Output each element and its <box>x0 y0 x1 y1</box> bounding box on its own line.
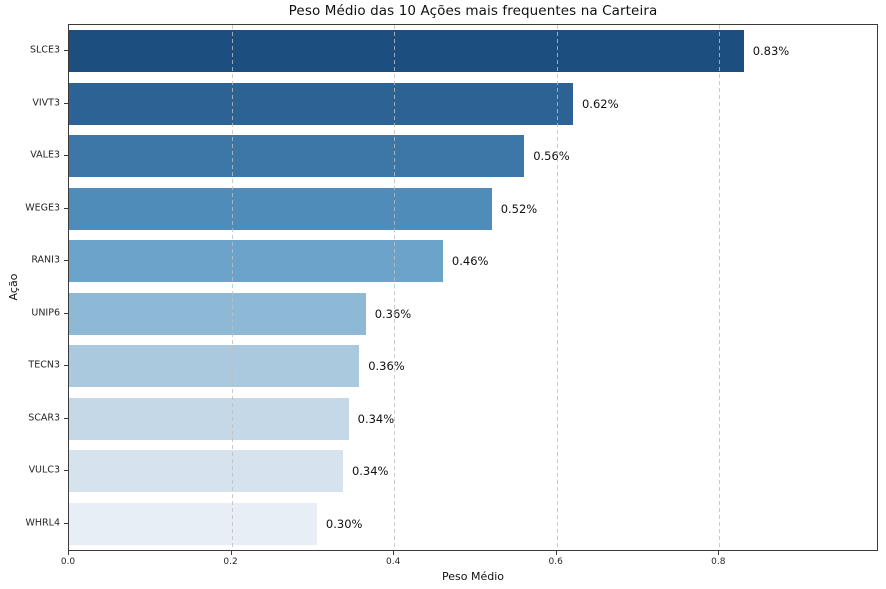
y-tick-mark-VALE3 <box>64 155 68 157</box>
bar-value-label-VULC3: 0.34% <box>351 464 389 479</box>
x-tick-label-0.8: 0.8 <box>711 557 726 567</box>
y-tick-label-WHRL4: WHRL4 <box>25 517 60 529</box>
x-axis-title: Peso Médio <box>442 570 504 583</box>
bar-RANI3 <box>69 240 443 283</box>
x-tick-mark-0.0 <box>68 551 69 555</box>
bar-WHRL4 <box>69 502 317 545</box>
x-tick-mark-0.6 <box>555 551 557 555</box>
gridline-x-0.2 <box>231 25 233 550</box>
y-tick-mark-SCAR3 <box>64 417 68 419</box>
bar-value-label-SCAR3: 0.34% <box>357 411 395 426</box>
plot-area: 0.83% 0.62% 0.56% 0.52% 0.46% 0.36% 0.36% 0.34%… <box>68 24 878 551</box>
bar-value-label-WHRL4: 0.30% <box>325 516 363 531</box>
bar-value-label-RANI3: 0.46% <box>451 254 489 269</box>
y-tick-mark-VIVT3 <box>64 102 68 104</box>
bar-value-label-SLCE3: 0.83% <box>752 44 790 59</box>
y-tick-label-RANI3: RANI3 <box>31 254 60 266</box>
y-tick-label-SCAR3: SCAR3 <box>28 412 60 424</box>
gridline-x-0.4 <box>394 25 396 550</box>
bar-SCAR3 <box>69 397 349 440</box>
y-tick-label-SLCE3: SLCE3 <box>29 44 60 56</box>
chart-title: Peso Médio das 10 Ações mais frequentes … <box>288 3 658 19</box>
bar-UNIP6 <box>69 292 366 335</box>
x-tick-mark-0.2 <box>230 551 232 555</box>
bar-value-label-TECN3: 0.36% <box>368 359 405 374</box>
gridline-x-0.8 <box>719 25 721 550</box>
bar-VULC3 <box>69 450 343 493</box>
x-tick-label-0.2: 0.2 <box>223 557 238 567</box>
y-tick-label-VALE3: VALE3 <box>30 149 60 161</box>
y-tick-label-TECN3: TECN3 <box>28 359 60 371</box>
y-tick-label-VULC3: VULC3 <box>28 464 60 476</box>
bar-WEGE3 <box>69 187 492 230</box>
y-tick-label-WEGE3: WEGE3 <box>25 202 60 214</box>
bar-value-label-VALE3: 0.56% <box>533 149 570 164</box>
y-tick-mark-WEGE3 <box>64 207 68 209</box>
y-tick-mark-VULC3 <box>64 470 68 472</box>
x-tick-mark-0.8 <box>718 551 720 555</box>
y-tick-mark-UNIP6 <box>64 312 68 314</box>
y-tick-mark-SLCE3 <box>64 50 68 52</box>
gridline-x-0.6 <box>556 25 558 550</box>
bar-value-label-VIVT3: 0.62% <box>581 96 619 111</box>
x-tick-label-0.4: 0.4 <box>385 557 401 567</box>
bar-VALE3 <box>69 135 525 178</box>
y-tick-mark-RANI3 <box>64 260 68 262</box>
y-tick-label-UNIP6: UNIP6 <box>31 307 60 319</box>
bar-value-label-UNIP6: 0.36% <box>374 306 412 321</box>
x-tick-label-0.6: 0.6 <box>548 557 563 567</box>
x-tick-mark-0.4 <box>393 551 395 555</box>
bar-value-label-WEGE3: 0.52% <box>500 201 538 216</box>
bar-SLCE3 <box>69 30 744 73</box>
bar-VIVT3 <box>69 82 573 125</box>
bar-TECN3 <box>69 345 360 388</box>
y-tick-mark-TECN3 <box>64 365 68 367</box>
x-tick-label-0.0: 0.0 <box>60 557 76 567</box>
y-tick-mark-WHRL4 <box>64 522 68 524</box>
y-tick-label-VIVT3: VIVT3 <box>32 97 60 109</box>
